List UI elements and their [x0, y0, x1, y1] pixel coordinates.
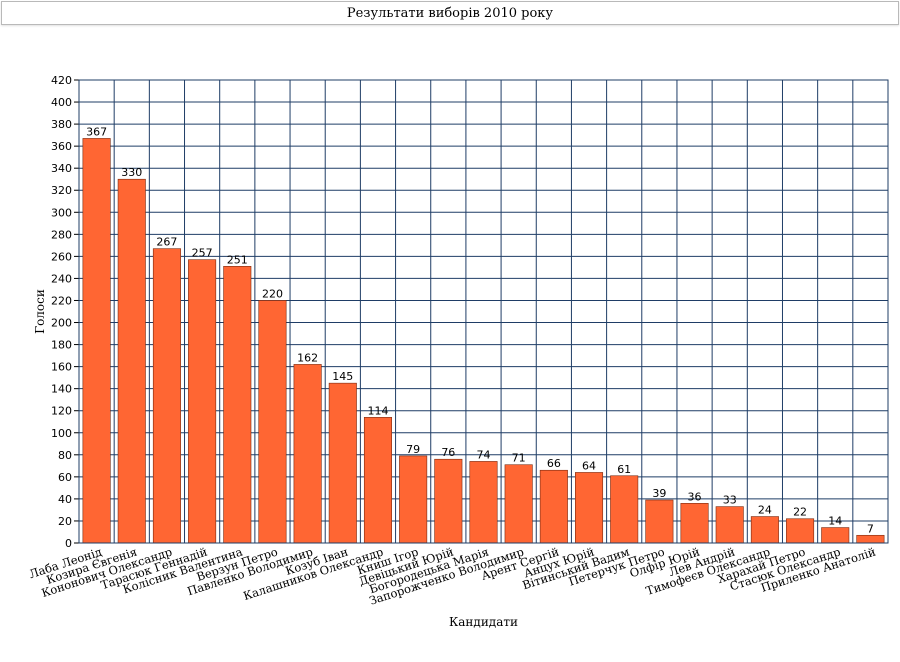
bar-value-label: 367: [86, 125, 107, 138]
bar-value-label: 33: [723, 494, 737, 507]
y-tick-label: 140: [51, 383, 72, 396]
y-tick-label: 60: [58, 471, 72, 484]
bar: [293, 364, 322, 544]
bar-value-label: 24: [758, 504, 772, 517]
bar: [645, 499, 674, 544]
x-axis-label: Кандидати: [449, 615, 518, 629]
bar-value-label: 36: [688, 490, 702, 503]
bar-value-label: 267: [156, 236, 177, 249]
bar-value-label: 257: [192, 247, 213, 260]
y-tick-label: 300: [51, 206, 72, 219]
y-tick-label: 340: [51, 162, 72, 175]
bar-value-label: 66: [547, 457, 561, 470]
bar: [856, 534, 885, 544]
bar: [434, 458, 463, 544]
bar: [223, 266, 252, 544]
bar: [539, 469, 568, 544]
bar-value-label: 64: [582, 459, 596, 472]
y-tick-label: 380: [51, 118, 72, 131]
chart-title: Результати виборів 2010 року: [1, 1, 899, 25]
bar: [399, 455, 428, 544]
bar: [117, 178, 146, 544]
y-tick-label: 160: [51, 361, 72, 374]
bar: [575, 472, 604, 544]
bar: [715, 506, 744, 544]
y-tick-label: 220: [51, 294, 72, 307]
bar: [610, 475, 639, 544]
bar: [504, 464, 533, 544]
bar-value-label: 71: [512, 452, 526, 465]
bar-value-label: 14: [828, 515, 842, 528]
y-tick-label: 40: [58, 493, 72, 506]
bar: [258, 300, 287, 544]
y-tick-label: 20: [58, 515, 72, 528]
bar-value-label: 79: [406, 443, 420, 456]
bar-value-label: 7: [867, 522, 874, 535]
bar-value-label: 76: [441, 446, 455, 459]
bar: [328, 382, 357, 544]
y-tick-label: 420: [51, 74, 72, 87]
bar-value-label: 251: [227, 253, 248, 266]
bar-value-label: 162: [297, 351, 318, 364]
y-tick-label: 180: [51, 339, 72, 352]
y-tick-label: 280: [51, 228, 72, 241]
y-tick-label: 260: [51, 250, 72, 263]
bar: [821, 527, 850, 544]
y-tick-label: 80: [58, 449, 72, 462]
y-tick-label: 120: [51, 405, 72, 418]
bars: [82, 138, 885, 544]
y-axis-label: Голоси: [33, 289, 47, 334]
y-tick-label: 100: [51, 427, 72, 440]
bar: [82, 138, 111, 544]
y-tick-label: 240: [51, 272, 72, 285]
bar-value-label: 39: [652, 487, 666, 500]
bar-value-label: 145: [332, 370, 353, 383]
bar-value-label: 74: [477, 448, 491, 461]
bar: [152, 248, 181, 544]
bar-value-label: 220: [262, 287, 283, 300]
y-tick-label: 200: [51, 317, 72, 330]
bar: [786, 518, 815, 544]
bar: [188, 259, 217, 544]
bar-value-label: 330: [121, 166, 142, 179]
y-tick-label: 0: [65, 537, 72, 550]
bar: [750, 516, 779, 544]
bar: [363, 417, 392, 544]
y-tick-label: 360: [51, 140, 72, 153]
bar: [680, 503, 709, 544]
bar: [469, 461, 498, 544]
bar-value-label: 114: [367, 404, 388, 417]
y-tick-label: 320: [51, 184, 72, 197]
y-tick-label: 400: [51, 96, 72, 109]
plot-frame: [78, 79, 889, 544]
bar-value-label: 61: [617, 463, 631, 476]
bar-value-label: 22: [793, 506, 807, 519]
y-axis-ticks: 0 20 40 60 80 100 120 140 160 180 200 220 240 260 280 3…: [51, 74, 79, 550]
